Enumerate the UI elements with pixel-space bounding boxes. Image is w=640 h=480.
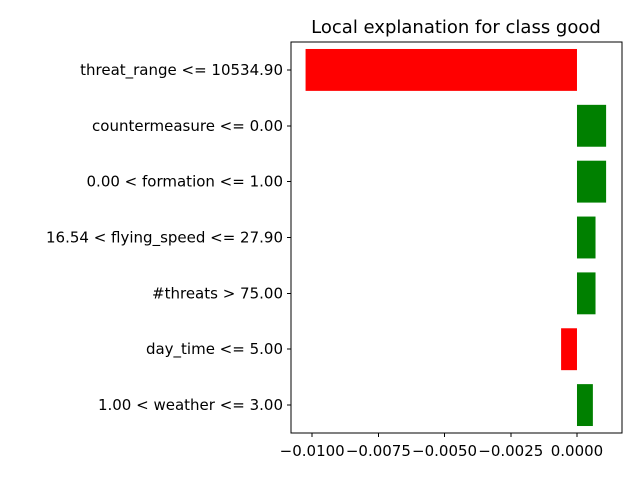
bar <box>576 160 607 203</box>
plot-frame <box>290 41 623 434</box>
y-tick-label: 1.00 < weather <= 3.00 <box>98 396 283 414</box>
y-tick-label: 0.00 < formation <= 1.00 <box>87 173 283 191</box>
bars-group <box>305 48 607 427</box>
x-ticks: −0.0100 −0.0075 −0.0050 −0.0025 0.0000 <box>280 433 604 460</box>
bar <box>576 384 593 427</box>
y-tick-label: day_time <= 5.00 <box>146 340 283 359</box>
bar <box>561 328 577 371</box>
y-tick-label: 16.54 < flying_speed <= 27.90 <box>46 229 283 248</box>
x-tick-label: 0.0000 <box>551 442 604 460</box>
y-tick-label: #threats > 75.00 <box>152 284 283 302</box>
y-tick-labels: threat_range <= 10534.90 countermeasure <… <box>46 61 291 414</box>
x-tick-label: −0.0025 <box>478 442 543 460</box>
x-tick-label: −0.0100 <box>280 442 345 460</box>
bar <box>576 272 596 315</box>
x-tick-label: −0.0075 <box>346 442 411 460</box>
x-tick-label: −0.0050 <box>412 442 477 460</box>
y-tick-label: threat_range <= 10534.90 <box>80 61 283 80</box>
y-tick-label: countermeasure <= 0.00 <box>92 117 283 135</box>
bar <box>576 104 607 147</box>
bar <box>576 216 596 259</box>
bar <box>305 48 577 91</box>
chart-title: Local explanation for class good <box>311 17 601 38</box>
